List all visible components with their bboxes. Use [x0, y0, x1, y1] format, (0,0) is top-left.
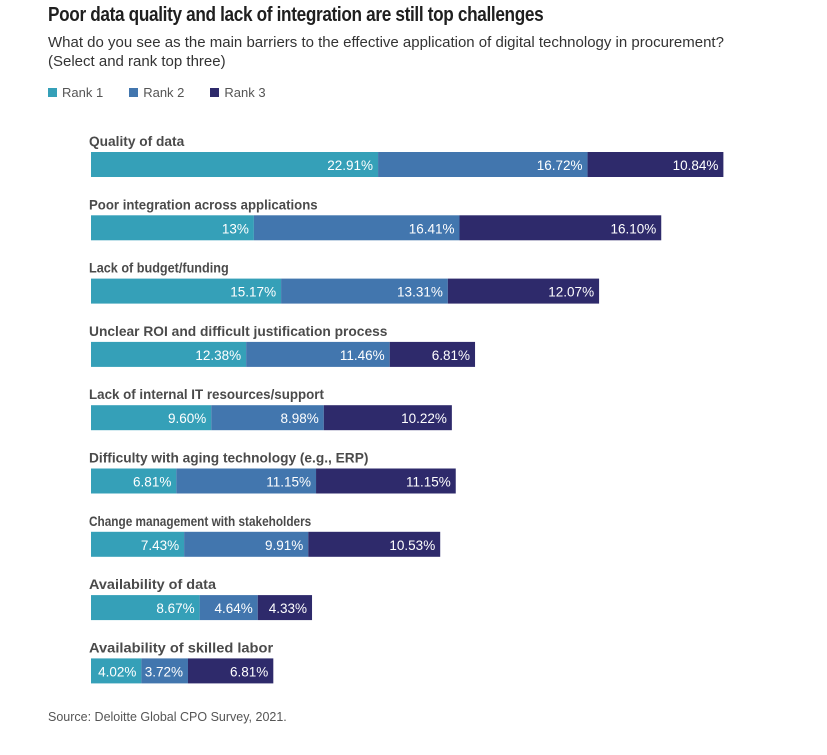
data-label: 12.07%	[548, 285, 594, 300]
legend: Rank 1 Rank 2 Rank 3	[48, 85, 292, 100]
bar-segment-rank-3	[187, 658, 274, 684]
source-note: Source: Deloitte Global CPO Survey, 2021…	[48, 710, 287, 724]
legend-swatch-rank-2	[129, 88, 139, 97]
bar-segment-rank-3	[587, 152, 724, 177]
bar-segment-rank-1	[91, 405, 212, 431]
bar-segment-rank-3	[308, 531, 441, 557]
bar-group: Difficulty with aging technology (e.g., …	[89, 450, 456, 494]
data-label: 3.72%	[145, 664, 183, 679]
data-label: 11.46%	[340, 348, 385, 363]
legend-swatch-rank-3	[210, 88, 220, 97]
bar-segment-rank-2	[246, 341, 390, 367]
data-label: 11.15%	[266, 475, 311, 490]
bar-group: Change management with stakeholders 7.43%…	[89, 513, 441, 557]
bar-segment-rank-1	[91, 215, 254, 241]
bar-segment-rank-1	[91, 658, 142, 684]
data-label: 4.64%	[214, 601, 252, 616]
bar-segment-rank-1	[91, 278, 282, 304]
data-label: 8.98%	[281, 411, 319, 426]
data-label: 6.81%	[133, 475, 171, 490]
bar-segment-rank-2	[253, 215, 460, 241]
legend-item-rank-2: Rank 2	[129, 85, 184, 100]
bar-segment-rank-2	[141, 658, 188, 684]
data-label: 4.33%	[269, 601, 307, 616]
bar-segment-rank-1	[91, 341, 247, 367]
data-label: 13.31%	[397, 285, 443, 300]
chart-title: Poor data quality and lack of integratio…	[48, 4, 544, 26]
data-label: 9.91%	[265, 538, 303, 553]
data-label: 10.84%	[673, 158, 719, 173]
data-label: 7.43%	[141, 538, 179, 553]
bar-group: Poor integration across applications 13% 1…	[89, 196, 662, 241]
data-label: 9.60%	[168, 411, 206, 426]
bar-segment-rank-1	[91, 468, 177, 494]
category-label: Availability of skilled labor	[89, 639, 274, 655]
data-label: 8.67%	[156, 601, 194, 616]
bar-segment-rank-2	[281, 278, 448, 304]
chart-subtitle: What do you see as the main barriers to …	[48, 34, 724, 70]
legend-item-rank-3: Rank 3	[210, 85, 266, 100]
data-label: 15.17%	[230, 285, 276, 300]
category-label: Lack of internal IT resources/support	[89, 386, 324, 402]
category-label: Poor integration across applications	[89, 196, 318, 212]
bar-segment-rank-3	[257, 595, 313, 621]
legend-swatch-rank-1	[48, 88, 57, 97]
bar-group: Lack of internal IT resources/support 9.6…	[89, 386, 452, 431]
bar-segment-rank-3	[459, 215, 662, 241]
data-label: 13%	[222, 221, 249, 236]
bar-segment-rank-1	[91, 152, 379, 177]
category-label: Difficulty with aging technology (e.g., …	[89, 450, 368, 466]
category-label: Quality of data	[89, 133, 184, 149]
data-label: 6.81%	[230, 664, 268, 679]
category-label: Change management with stakeholders	[89, 513, 311, 529]
bar-group: Availability of skilled labor 4.02% 3.72% 6…	[89, 639, 274, 684]
bar-segment-rank-1	[91, 595, 200, 621]
bar-segment-rank-2	[176, 468, 317, 494]
data-label: 4.02%	[98, 664, 136, 679]
data-label: 22.91%	[327, 158, 373, 173]
bar-segment-rank-2	[378, 152, 588, 177]
bar-segment-rank-2	[184, 531, 309, 557]
stacked-bar-chart: Quality of data 22.91% 16.72% 10.84% Poor in…	[89, 133, 724, 684]
data-label: 16.41%	[409, 221, 455, 236]
bar-segment-rank-3	[389, 341, 476, 367]
bar-segment-rank-3	[316, 468, 456, 494]
category-label: Lack of budget/funding	[89, 260, 229, 276]
bar-segment-rank-2	[199, 595, 258, 621]
data-label: 12.38%	[195, 348, 241, 363]
category-label: Availability of data	[89, 576, 216, 592]
legend-label: Rank 2	[143, 85, 185, 100]
bar-segment-rank-3	[447, 278, 600, 304]
bar-segment-rank-2	[211, 405, 324, 431]
bar-group: Quality of data 22.91% 16.72% 10.84%	[89, 133, 724, 177]
data-label: 6.81%	[432, 348, 470, 363]
data-label: 10.22%	[401, 411, 447, 426]
bar-segment-rank-3	[323, 405, 452, 431]
legend-label: Rank 3	[224, 85, 266, 100]
data-label: 16.10%	[610, 221, 656, 236]
bar-group: Availability of data 8.67% 4.64% 4.33%	[89, 576, 313, 621]
bar-segment-rank-1	[91, 531, 185, 557]
legend-item-rank-1: Rank 1	[48, 85, 103, 100]
data-label: 11.15%	[406, 475, 451, 490]
legend-label: Rank 1	[62, 85, 104, 100]
data-label: 16.72%	[537, 158, 583, 173]
data-label: 10.53%	[389, 538, 435, 553]
bar-group: Unclear ROI and difficult justification …	[89, 323, 476, 367]
category-label: Unclear ROI and difficult justification …	[89, 323, 388, 339]
